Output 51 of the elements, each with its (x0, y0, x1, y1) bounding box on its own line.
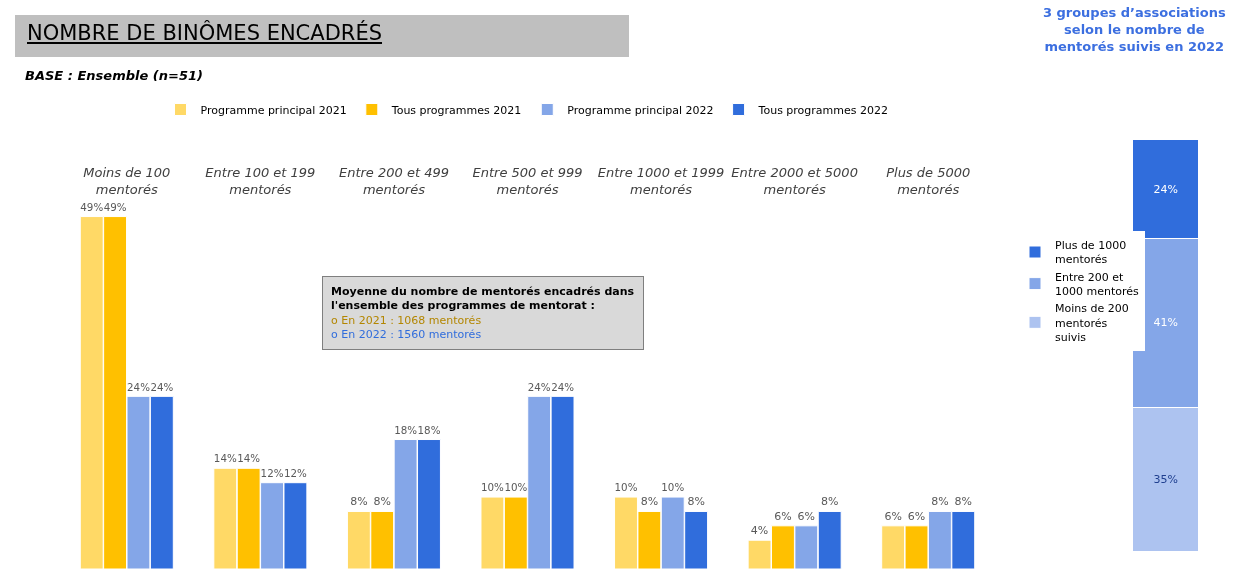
data-label: 8% (373, 495, 391, 509)
data-label: 35% (1153, 472, 1178, 486)
x-tick-label: Entre 200 et 499 mentorés (338, 165, 449, 198)
data-label: 24% (127, 380, 151, 393)
data-label: 6% (884, 509, 902, 523)
data-label: 14% (213, 452, 237, 465)
data-label: 49% (80, 200, 104, 213)
annotation: o En 2022 : 1560 mentorés (331, 327, 482, 341)
legend-label: Tous programmes 2022 (757, 103, 889, 117)
x-tick-label: Entre 500 et 999 mentorés (472, 165, 583, 198)
legend-label: Entre 200 et 1000 mentorés (1055, 270, 1140, 299)
chart-title: NOMBRE DE BINÔMES ENCADRÉS (27, 21, 383, 45)
x-tick-label: Moins de 100 mentorés (83, 165, 171, 198)
x-tick-label: Entre 2000 et 5000 mentorés (731, 165, 858, 198)
data-label: 10% (661, 481, 685, 494)
chart-title: 3 groupes d’associations selon le nombre de mentorés suivis en 2022 (1042, 5, 1226, 54)
data-label: 8% (687, 495, 705, 509)
data-label: 41% (1153, 316, 1178, 330)
data-label: 24% (1153, 182, 1178, 196)
data-label: 8% (640, 495, 659, 509)
data-label: 10% (480, 481, 505, 494)
data-label: 8% (931, 495, 949, 509)
data-label: 24% (551, 380, 575, 393)
data-label: 14% (237, 452, 261, 465)
x-tick-label: Entre 1000 et 1999 mentorés (597, 165, 725, 198)
data-label: 12% (283, 466, 308, 479)
annotation: o En 2021 : 1068 mentorés (331, 313, 482, 327)
legend-label: Moins de 200 mentorés suivis (1055, 302, 1129, 344)
data-label: 4% (750, 524, 769, 538)
chart-subtitle: BASE : Ensemble (n=51) (25, 68, 203, 83)
data-label: 8% (350, 495, 368, 509)
annotation: Moyenne du nombre de mentorés encadrés dans l'ensemble des programmes de mentorat : (331, 285, 635, 313)
legend-label: Programme principal 2022 (567, 103, 714, 117)
data-label: 18% (417, 423, 441, 436)
data-label: 24% (527, 380, 551, 393)
data-label: 6% (774, 509, 792, 523)
data-label: 6% (907, 509, 926, 523)
data-label: 49% (103, 200, 127, 213)
x-tick-label: Plus de 5000 mentorés (886, 165, 971, 198)
data-label: 8% (954, 495, 972, 509)
legend-label: Tous programmes 2021 (390, 103, 522, 117)
data-label: 8% (820, 495, 839, 509)
data-label: 18% (394, 423, 418, 436)
data-label: 6% (797, 509, 816, 523)
x-tick-label: Entre 100 et 199 mentorés (205, 165, 316, 198)
data-label: 24% (150, 380, 174, 393)
data-label: 12% (260, 466, 284, 479)
legend-label: Plus de 1000 mentorés (1055, 239, 1127, 267)
data-label: 10% (504, 481, 528, 494)
data-label: 10% (614, 481, 638, 494)
legend-label: Programme principal 2021 (200, 103, 347, 117)
